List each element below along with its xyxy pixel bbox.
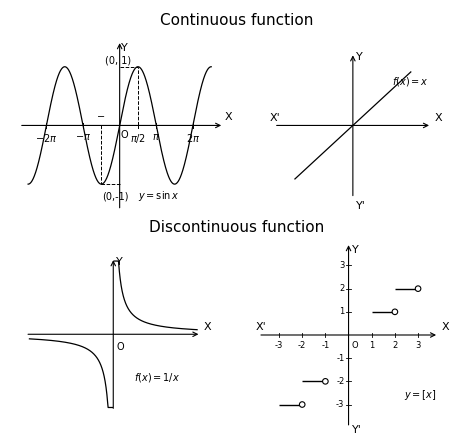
Text: Y': Y' (356, 201, 366, 211)
Text: 2: 2 (392, 341, 398, 350)
Circle shape (392, 309, 398, 314)
Text: Y: Y (356, 52, 363, 61)
Text: X: X (441, 322, 449, 332)
Text: $f(x) = x$: $f(x) = x$ (392, 75, 429, 88)
Text: $f(x)= 1/x$: $f(x)= 1/x$ (134, 370, 180, 383)
Text: Y: Y (117, 258, 123, 267)
Text: Y: Y (121, 43, 128, 53)
Text: $-\pi$: $-\pi$ (75, 133, 91, 142)
Text: 3: 3 (415, 341, 421, 350)
Text: (0, 1): (0, 1) (104, 56, 131, 65)
Text: $-2\pi$: $-2\pi$ (35, 133, 58, 145)
Text: $y = [x]$: $y = [x]$ (404, 388, 437, 401)
Text: O: O (117, 341, 124, 352)
Text: -1: -1 (336, 353, 345, 363)
Text: $\pi$: $\pi$ (152, 133, 160, 142)
Circle shape (415, 286, 421, 292)
Text: $\pi/2$: $\pi/2$ (130, 133, 146, 146)
Text: X': X' (270, 112, 281, 122)
Text: X': X' (256, 322, 266, 332)
Text: O: O (351, 341, 358, 350)
Text: O: O (121, 129, 128, 139)
Text: 2: 2 (339, 284, 345, 293)
Circle shape (300, 402, 305, 407)
Text: (0,-1): (0,-1) (102, 191, 128, 201)
Text: -2: -2 (298, 341, 306, 350)
Text: X: X (435, 112, 442, 122)
Text: $y = \sin x$: $y = \sin x$ (138, 189, 180, 203)
Text: X: X (225, 112, 232, 122)
Text: −: − (97, 112, 105, 122)
Circle shape (323, 379, 328, 384)
Text: X: X (203, 322, 211, 332)
Text: 3: 3 (339, 261, 345, 270)
Text: -3: -3 (275, 341, 283, 350)
Text: Discontinuous function: Discontinuous function (149, 220, 325, 234)
Text: -2: -2 (336, 377, 345, 386)
Text: -1: -1 (321, 341, 329, 350)
Text: Continuous function: Continuous function (160, 13, 314, 28)
Text: Y': Y' (352, 425, 362, 435)
Text: 1: 1 (369, 341, 374, 350)
Text: Y: Y (352, 245, 359, 254)
Text: 1: 1 (339, 307, 345, 316)
Text: -3: -3 (336, 400, 345, 409)
Text: $2\pi$: $2\pi$ (186, 133, 200, 145)
